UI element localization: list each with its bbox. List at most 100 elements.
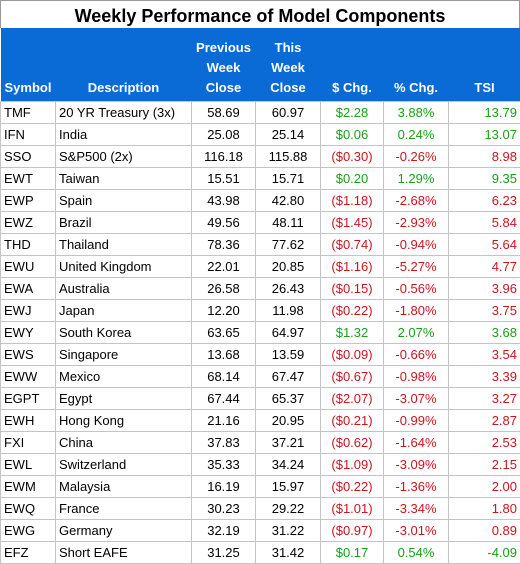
header-tsi: TSI — [449, 28, 520, 102]
header-previous-close-line: Week — [192, 58, 256, 78]
cell-symbol: EWU — [1, 256, 56, 278]
cell-dollar-change: ($0.74) — [321, 234, 384, 256]
cell-symbol: IFN — [1, 124, 56, 146]
cell-previous-close: 35.33 — [192, 454, 256, 476]
cell-this-close: 31.22 — [256, 520, 321, 542]
cell-description: Short EAFE — [56, 542, 192, 564]
cell-description: Thailand — [56, 234, 192, 256]
cell-symbol: EWH — [1, 410, 56, 432]
cell-previous-close: 58.69 — [192, 102, 256, 124]
cell-symbol: TMF — [1, 102, 56, 124]
cell-previous-close: 26.58 — [192, 278, 256, 300]
cell-this-close: 64.97 — [256, 322, 321, 344]
cell-this-close: 15.71 — [256, 168, 321, 190]
header-this-close-line: Close — [256, 78, 321, 98]
header-previous-close-line: Previous — [192, 38, 256, 58]
cell-dollar-change: ($0.21) — [321, 410, 384, 432]
header-dollar-change: $ Chg. — [321, 28, 384, 102]
cell-this-close: 37.21 — [256, 432, 321, 454]
cell-dollar-change: $0.17 — [321, 542, 384, 564]
cell-dollar-change: ($0.22) — [321, 300, 384, 322]
cell-pct-change: -5.27% — [384, 256, 449, 278]
cell-this-close: 20.95 — [256, 410, 321, 432]
cell-dollar-change: ($0.15) — [321, 278, 384, 300]
cell-this-close: 65.37 — [256, 388, 321, 410]
cell-tsi: 3.54 — [449, 344, 520, 366]
cell-previous-close: 15.51 — [192, 168, 256, 190]
cell-description: United Kingdom — [56, 256, 192, 278]
cell-pct-change: 0.24% — [384, 124, 449, 146]
cell-tsi: 0.89 — [449, 520, 520, 542]
cell-tsi: 6.23 — [449, 190, 520, 212]
cell-this-close: 48.11 — [256, 212, 321, 234]
cell-dollar-change: ($0.22) — [321, 476, 384, 498]
cell-this-close: 42.80 — [256, 190, 321, 212]
cell-description: China — [56, 432, 192, 454]
header-this-close-line: Week — [256, 58, 321, 78]
cell-description: South Korea — [56, 322, 192, 344]
cell-symbol: EWW — [1, 366, 56, 388]
cell-pct-change: -3.34% — [384, 498, 449, 520]
cell-dollar-change: ($1.09) — [321, 454, 384, 476]
performance-table: Symbol Description Previous Week Close T… — [0, 28, 520, 564]
cell-tsi: 3.39 — [449, 366, 520, 388]
table-title: Weekly Performance of Model Components — [0, 0, 520, 28]
cell-description: Germany — [56, 520, 192, 542]
cell-pct-change: -3.01% — [384, 520, 449, 542]
cell-pct-change: -1.64% — [384, 432, 449, 454]
cell-this-close: 11.98 — [256, 300, 321, 322]
cell-symbol: EWL — [1, 454, 56, 476]
cell-tsi: 2.53 — [449, 432, 520, 454]
cell-this-close: 20.85 — [256, 256, 321, 278]
header-description: Description — [56, 28, 192, 102]
cell-symbol: EWP — [1, 190, 56, 212]
cell-description: Singapore — [56, 344, 192, 366]
cell-pct-change: -0.56% — [384, 278, 449, 300]
cell-this-close: 13.59 — [256, 344, 321, 366]
cell-tsi: 5.84 — [449, 212, 520, 234]
cell-previous-close: 49.56 — [192, 212, 256, 234]
cell-tsi: 2.00 — [449, 476, 520, 498]
header-pct-change: % Chg. — [384, 28, 449, 102]
table-header: Symbol Description Previous Week Close T… — [1, 28, 520, 102]
cell-symbol: THD — [1, 234, 56, 256]
cell-description: Switzerland — [56, 454, 192, 476]
cell-previous-close: 32.19 — [192, 520, 256, 542]
cell-tsi: 4.77 — [449, 256, 520, 278]
cell-pct-change: -3.07% — [384, 388, 449, 410]
header-previous-close-line: Close — [192, 78, 256, 98]
cell-this-close: 31.42 — [256, 542, 321, 564]
cell-pct-change: 1.29% — [384, 168, 449, 190]
cell-pct-change: -0.66% — [384, 344, 449, 366]
cell-tsi: 9.35 — [449, 168, 520, 190]
cell-symbol: EWG — [1, 520, 56, 542]
cell-previous-close: 30.23 — [192, 498, 256, 520]
cell-dollar-change: ($1.45) — [321, 212, 384, 234]
cell-tsi: 3.96 — [449, 278, 520, 300]
cell-previous-close: 116.18 — [192, 146, 256, 168]
cell-symbol: SSO — [1, 146, 56, 168]
cell-dollar-change: ($0.09) — [321, 344, 384, 366]
cell-symbol: EWM — [1, 476, 56, 498]
cell-previous-close: 16.19 — [192, 476, 256, 498]
cell-previous-close: 78.36 — [192, 234, 256, 256]
cell-dollar-change: $2.28 — [321, 102, 384, 124]
cell-previous-close: 43.98 — [192, 190, 256, 212]
cell-symbol: EWS — [1, 344, 56, 366]
cell-dollar-change: $0.06 — [321, 124, 384, 146]
cell-dollar-change: ($0.67) — [321, 366, 384, 388]
cell-pct-change: 2.07% — [384, 322, 449, 344]
cell-description: Taiwan — [56, 168, 192, 190]
cell-pct-change: -1.80% — [384, 300, 449, 322]
cell-tsi: 1.80 — [449, 498, 520, 520]
